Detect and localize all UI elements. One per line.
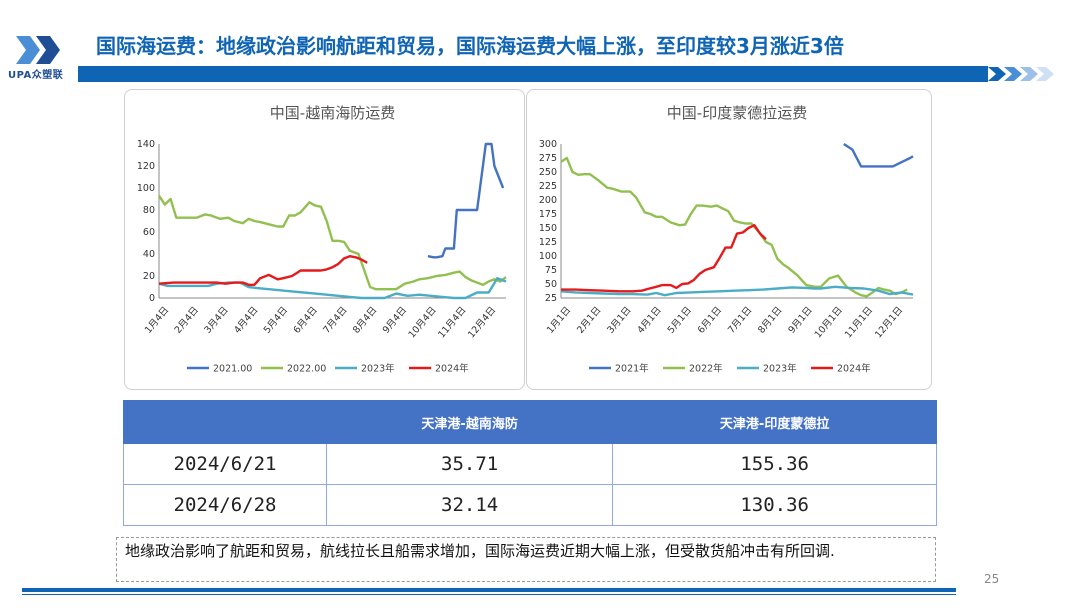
vietnam-series-line-0 [427,142,505,259]
vietnam-x-tick-label: 6月4日 [292,305,320,336]
vietnam-y-tick-label: 120 [137,161,155,172]
vietnam-y-tick-label: 40 [143,249,155,260]
vietnam-x-tick-label: 5月4日 [262,305,290,336]
upa-logo [6,32,76,82]
table-cell-vietnam: 32.14 [325,484,614,526]
chevrons-right-icon [988,67,1054,81]
india-x-tick-label: 8月1日 [756,305,784,336]
vietnam-x-tick-label: 7月4日 [321,305,349,336]
india-y-tick-label: 50 [545,279,557,290]
india-y-tick-label: 125 [539,237,557,248]
table-header-vietnam: 天津港-越南海防 [325,400,614,444]
vietnam-x-tick-label: 2月4日 [173,305,201,336]
vietnam-chart-title: 中国-越南海防运费 [270,104,395,122]
vietnam-y-tick-label: 60 [143,227,155,238]
vietnam-legend-label: 2022.00 [287,364,326,375]
vietnam-x-tick-label: 1月4日 [143,305,171,336]
table-cell-india: 155.36 [612,443,937,485]
india-chart-title: 中国-印度蒙德拉运费 [667,104,807,122]
summary-note: 地缘政治影响了航距和贸易，航线拉长且船需求增加，国际海运费近期大幅上涨，但受散货… [116,537,936,582]
table-cell-date: 2024/6/28 [123,484,327,526]
vietnam-x-tick-label: 8月4日 [351,305,379,336]
india-y-tick-label: 175 [539,209,557,220]
india-x-tick-label: 9月1日 [786,305,814,336]
logo-mark-icon [16,36,60,64]
table-row: 2024/6/28 32.14 130.36 [123,484,937,526]
india-x-tick-label: 12月1日 [873,305,905,341]
india-y-tick-label: 250 [539,167,557,178]
vietnam-y-tick-label: 0 [149,293,155,304]
footer-rule [22,588,956,592]
vietnam-legend-label: 2024年 [435,363,469,375]
india-series-line-1 [560,156,908,298]
india-x-tick-label: 6月1日 [696,305,724,336]
india-series-line-0 [843,142,914,168]
table-row: 2024/6/21 35.71 155.36 [123,443,937,485]
table-cell-date: 2024/6/21 [123,443,327,485]
vietnam-y-tick-label: 100 [137,183,155,194]
logo-text: UPA众塑联 [8,70,64,81]
india-series-line-2 [560,285,914,297]
india-y-tick-label: 225 [539,181,557,192]
india-x-tick-label: 1月1日 [545,305,573,336]
table-header-row: 天津港-越南海防 天津港-印度蒙德拉 [123,400,937,444]
footer-rule-thin [22,594,956,595]
india-x-tick-label: 11月1日 [843,305,875,341]
vietnam-x-tick-label: 4月4日 [232,305,260,336]
india-legend-label: 2023年 [763,363,797,375]
chart-vietnam: 中国-越南海防运费 0 20 40 60 80 100 120 140 1月4日 2月4日 3月4日 4… [137,104,507,375]
chart-panel-india: 中国-印度蒙德拉运费 25 50 75 100 125 150 175 200 225 250 275… [526,89,932,390]
table-cell-vietnam: 35.71 [325,443,614,485]
india-y-tick-label: 100 [539,251,557,262]
india-y-tick-label: 200 [539,195,557,206]
india-series-line-3 [561,223,767,293]
india-x-tick-label: 10月1日 [813,305,845,341]
vietnam-x-tick-label: 3月4日 [202,305,230,336]
vietnam-x-tick-label: 12月4日 [466,305,498,341]
india-y-tick-label: 25 [545,293,557,304]
india-legend-label: 2021年 [615,363,649,375]
india-x-tick-label: 2月1日 [575,305,603,336]
page-title: 国际海运费：地缘政治影响航距和贸易，国际海运费大幅上涨，至印度较3月涨近3倍 [96,34,844,58]
india-legend-label: 2022年 [689,363,723,375]
vietnam-x-tick-label: 10月4日 [407,305,439,341]
india-x-tick-label: 3月1日 [605,305,633,336]
vietnam-series-line-2 [158,276,507,300]
india-y-tick-label: 300 [539,139,557,150]
vietnam-x-tick-label: 11月4日 [436,305,468,341]
table-cell-india: 130.36 [612,484,937,526]
vietnam-series-line-1 [157,195,507,291]
title-bar [78,66,988,82]
india-y-tick-label: 150 [539,223,557,234]
india-legend-label: 2024年 [837,363,871,375]
india-y-tick-label: 75 [545,265,557,276]
vietnam-series-line-3 [158,254,368,287]
india-y-tick-label: 275 [539,153,557,164]
chart-panel-vietnam: 中国-越南海防运费 0 20 40 60 80 100 120 140 1月4日 2月4日 3月4日 4… [124,89,525,390]
freight-table: 天津港-越南海防 天津港-印度蒙德拉 2024/6/21 35.71 155.3… [123,400,937,526]
chart-india: 中国-印度蒙德拉运费 25 50 75 100 125 150 175 200 225 250 275… [539,104,914,375]
india-x-tick-label: 5月1日 [666,305,694,336]
vietnam-y-tick-label: 140 [137,139,155,150]
table-header-date [123,400,327,444]
page-number: 25 [984,572,1000,586]
table-header-india: 天津港-印度蒙德拉 [612,400,937,444]
vietnam-legend-label: 2023年 [361,363,395,375]
vietnam-y-tick-label: 80 [143,205,155,216]
vietnam-legend-label: 2021.00 [213,364,252,375]
india-x-tick-label: 4月1日 [635,305,663,336]
india-x-tick-label: 7月1日 [726,305,754,336]
vietnam-y-tick-label: 20 [143,271,155,282]
vietnam-x-tick-label: 9月4日 [381,305,409,336]
